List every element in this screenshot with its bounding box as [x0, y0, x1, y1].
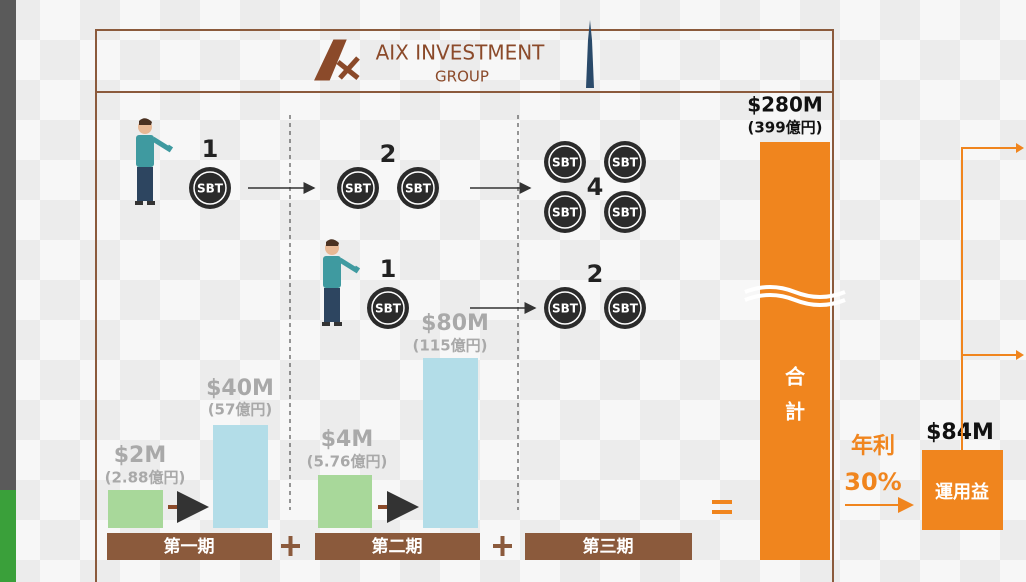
sbt-coin: SBT: [188, 166, 232, 210]
plus: [281, 536, 300, 556]
sbt-coin: SBT: [336, 166, 380, 210]
period-box: [525, 533, 692, 560]
bar-yen: (5.76億円): [307, 453, 388, 471]
edge-green: [0, 490, 16, 582]
total-yen: (399億円): [747, 119, 822, 137]
return-amount: $84M: [926, 420, 994, 445]
rate: 30%: [844, 468, 901, 496]
coin-label: SBT: [405, 182, 432, 196]
bar: [423, 358, 478, 528]
bar-amount: $80M: [421, 311, 489, 336]
edge: [0, 0, 16, 582]
sbt-coin: SBT: [366, 286, 410, 330]
coin-label: SBT: [552, 302, 579, 316]
total-amount: $280M: [747, 93, 823, 117]
total-label: 合: [785, 365, 806, 389]
count: 4: [587, 173, 604, 201]
return-box: [922, 450, 1003, 530]
count: 1: [380, 255, 397, 283]
bar: [318, 475, 372, 528]
coin-label: SBT: [612, 302, 639, 316]
return-label: 運用益: [935, 481, 989, 503]
frame: [95, 29, 834, 582]
coin-label: SBT: [552, 206, 579, 220]
bar-yen: (57億円): [208, 401, 273, 419]
bar-amount: $2M: [114, 443, 167, 468]
period-label: 第三期: [583, 536, 634, 557]
plus: [493, 536, 512, 556]
sbt-coin: SBT: [603, 140, 647, 184]
period-box: [315, 533, 480, 560]
bar: [108, 490, 163, 528]
count: 2: [587, 260, 604, 288]
sbt-coin: SBT: [396, 166, 440, 210]
total-bar: [760, 142, 830, 560]
bar-amount: $4M: [321, 427, 374, 452]
bar: [213, 425, 268, 528]
tower: [586, 20, 594, 88]
coin-label: SBT: [197, 182, 224, 196]
period-label: 第二期: [372, 536, 423, 557]
coin-label: SBT: [612, 206, 639, 220]
coin-label: SBT: [552, 156, 579, 170]
period-label: 第一期: [164, 536, 215, 557]
logo-mark: [314, 39, 360, 81]
count: 2: [380, 140, 397, 168]
sbt-coin: SBT: [543, 286, 587, 330]
bar-amount: $40M: [206, 376, 274, 401]
branch-lines: [961, 147, 1018, 450]
period-box: [107, 533, 272, 560]
bar-yen: (2.88億円): [105, 469, 186, 487]
bar-yen: (115億円): [412, 337, 487, 355]
sbt-coin: SBT: [543, 190, 587, 234]
coin-label: SBT: [345, 182, 372, 196]
count: 1: [202, 135, 219, 163]
sbt-coin: SBT: [543, 140, 587, 184]
coin-label: SBT: [612, 156, 639, 170]
break: [744, 285, 846, 307]
logo-text: AIX INVESTMENT: [376, 41, 546, 65]
sbt-coin: SBT: [603, 286, 647, 330]
coin-label: SBT: [375, 302, 402, 316]
total-label: 計: [785, 400, 805, 424]
rate-label: 年利: [851, 433, 895, 459]
sbt-coin: SBT: [603, 190, 647, 234]
logo-subtext: GROUP: [435, 68, 489, 86]
equals: [712, 500, 732, 514]
